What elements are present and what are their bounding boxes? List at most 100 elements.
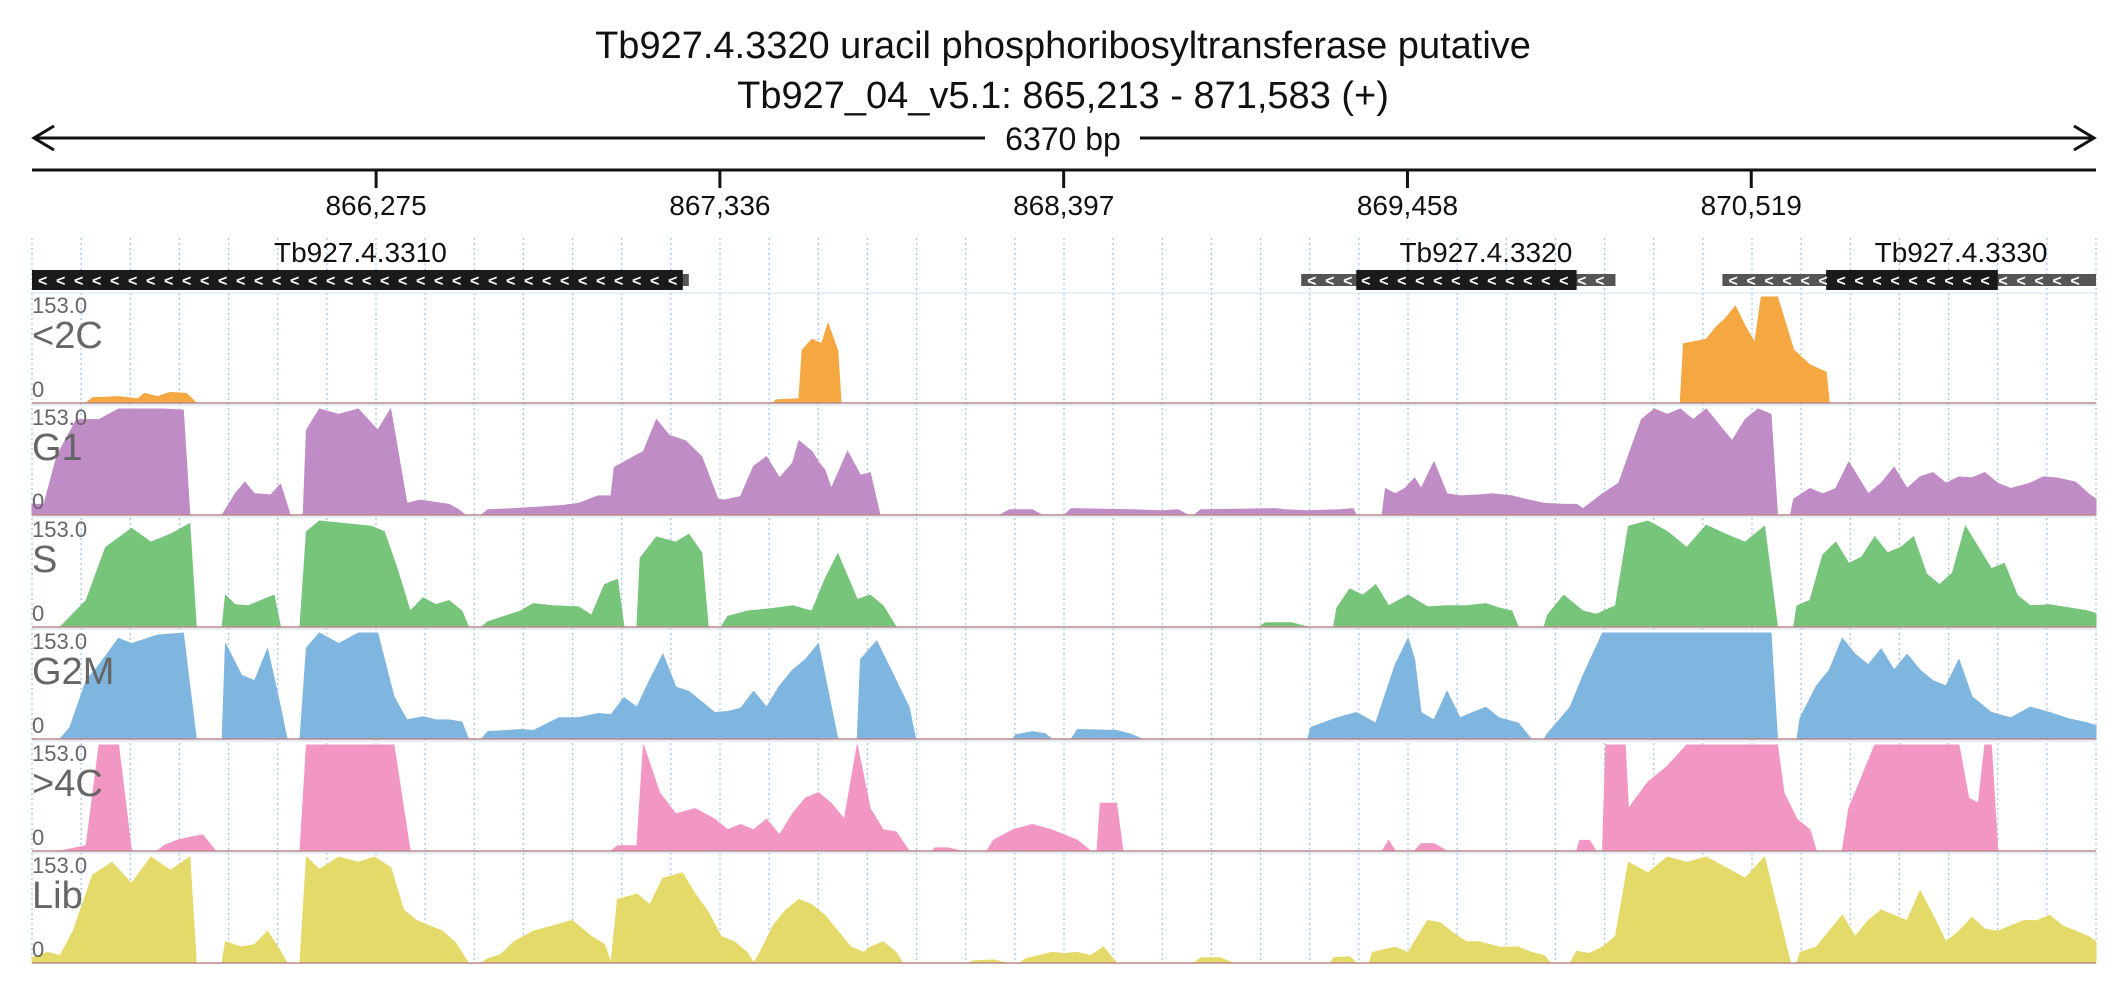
coverage-area <box>32 296 2096 404</box>
strand-arrow-icon: < <box>56 273 65 290</box>
strand-arrow-icon: < <box>524 273 533 290</box>
strand-arrow-icon: < <box>1559 273 1568 290</box>
strand-arrow-icon: < <box>2052 273 2061 290</box>
region-span-ruler: 6370 bp <box>31 121 2097 157</box>
y-max-label: 153.0 <box>32 517 87 542</box>
gene-label: Tb927.4.3320 <box>1399 237 1572 268</box>
strand-arrow-icon: < <box>416 273 425 290</box>
y-min-label: 0 <box>32 937 44 962</box>
y-min-label: 0 <box>32 825 44 850</box>
strand-arrow-icon: < <box>1577 273 1586 290</box>
coverage-area <box>31 407 2097 516</box>
strand-arrow-icon: < <box>146 273 155 290</box>
strand-arrow-icon: < <box>272 273 281 290</box>
track-name-label: G1 <box>32 427 83 469</box>
axis-tick-label: 867,336 <box>669 190 770 221</box>
coverage-track: 153.0 0 Lib <box>31 852 2097 964</box>
y-max-label: 153.0 <box>32 741 87 766</box>
strand-arrow-icon: < <box>650 273 659 290</box>
strand-arrow-icon: < <box>236 273 245 290</box>
strand-arrow-icon: < <box>254 273 263 290</box>
strand-arrow-icon: < <box>74 273 83 290</box>
axis-tick-label: 870,519 <box>1701 190 1802 221</box>
strand-arrow-icon: < <box>362 273 371 290</box>
strand-arrow-icon: < <box>614 273 623 290</box>
span-length-label: 6370 bp <box>1005 121 1121 157</box>
track-name-label: >4C <box>32 763 103 805</box>
coverage-track: 153.0 0 S <box>32 516 2097 628</box>
strand-arrow-icon: < <box>470 273 479 290</box>
track-name-label: Lib <box>32 875 83 917</box>
strand-arrow-icon: < <box>2034 273 2043 290</box>
strand-arrow-icon: < <box>38 273 47 290</box>
gene-feature: < < < < < < < < < < < < < < < < < Tb927.4.3320 <box>1301 237 1616 290</box>
strand-arrow-icon: < <box>1800 273 1809 290</box>
track-name-label: G2M <box>32 651 114 693</box>
gene-track: < < < < < < < < < < < < < < < < < < < < < < < < < < < < < < < < < < < < Tb92… <box>32 237 2096 290</box>
strand-arrow-icon: < <box>1980 273 1989 290</box>
strand-arrow-icon: < <box>1836 273 1845 290</box>
strand-arrow-icon: < <box>1361 273 1370 290</box>
y-max-label: 153.0 <box>32 293 87 318</box>
gene-cds-bar <box>32 270 683 290</box>
strand-arrow-icon: < <box>560 273 569 290</box>
strand-arrow-icon: < <box>1818 273 1827 290</box>
strand-arrow-icon: < <box>128 273 137 290</box>
strand-arrow-icon: < <box>488 273 497 290</box>
strand-arrow-icon: < <box>1926 273 1935 290</box>
y-min-label: 0 <box>32 713 44 738</box>
strand-arrow-icon: < <box>326 273 335 290</box>
strand-arrow-icon: < <box>596 273 605 290</box>
y-min-label: 0 <box>32 601 44 626</box>
track-name-label: S <box>32 539 57 581</box>
strand-arrow-icon: < <box>1451 273 1460 290</box>
strand-arrow-icon: < <box>1854 273 1863 290</box>
span-arrow-right-icon <box>2073 124 2097 152</box>
axis-tick-label: 869,458 <box>1357 190 1458 221</box>
strand-arrow-icon: < <box>1469 273 1478 290</box>
strand-arrow-icon: < <box>1595 273 1604 290</box>
strand-arrow-icon: < <box>92 273 101 290</box>
strand-arrow-icon: < <box>218 273 227 290</box>
strand-arrow-icon: < <box>308 273 317 290</box>
strand-arrow-icon: < <box>1343 273 1352 290</box>
y-min-label: 0 <box>32 377 44 402</box>
strand-arrow-icon: < <box>668 273 677 290</box>
strand-arrow-icon: < <box>1307 273 1316 290</box>
strand-arrow-icon: < <box>1782 273 1791 290</box>
strand-arrow-icon: < <box>110 273 119 290</box>
axis-tick-label: 866,275 <box>325 190 426 221</box>
y-max-label: 153.0 <box>32 629 87 654</box>
coverage-track: 153.0 0 G2M <box>32 628 2097 740</box>
strand-arrow-icon: < <box>1890 273 1899 290</box>
strand-arrow-icon: < <box>182 273 191 290</box>
strand-arrow-icon: < <box>200 273 209 290</box>
strand-arrow-icon: < <box>506 273 515 290</box>
strand-arrow-icon: < <box>344 273 353 290</box>
strand-arrow-icon: < <box>1872 273 1881 290</box>
coverage-area <box>32 744 2096 852</box>
strand-arrow-icon: < <box>1415 273 1424 290</box>
strand-arrow-icon: < <box>1908 273 1917 290</box>
strand-arrow-icon: < <box>380 273 389 290</box>
strand-arrow-icon: < <box>1433 273 1442 290</box>
strand-arrow-icon: < <box>1397 273 1406 290</box>
strand-arrow-icon: < <box>452 273 461 290</box>
gene-feature: < < < < < < < < < < < < < < < < < < < <Tb927.4.3330 <box>1722 237 2096 290</box>
strand-arrow-icon: < <box>1764 273 1773 290</box>
strand-arrow-icon: < <box>632 273 641 290</box>
coverage-track: 153.0 0 >4C <box>32 740 2096 852</box>
strand-arrow-icon: < <box>1325 273 1334 290</box>
strand-arrow-icon: < <box>1728 273 1737 290</box>
coverage-area <box>31 855 2097 964</box>
strand-arrow-icon: < <box>1944 273 1953 290</box>
axis-tick-label: 868,397 <box>1013 190 1114 221</box>
strand-arrow-icon: < <box>1746 273 1755 290</box>
coverage-track: 153.0 0 <2C <box>32 292 2096 404</box>
y-max-label: 153.0 <box>32 405 87 430</box>
strand-arrow-icon: < <box>290 273 299 290</box>
gene-feature: < < < < < < < < < < < < < < < < < < < < < < < < < < < < < < < < < < < < Tb92… <box>32 237 689 290</box>
strand-arrow-icon: < <box>1505 273 1514 290</box>
gene-cds-bar <box>1826 270 1998 290</box>
